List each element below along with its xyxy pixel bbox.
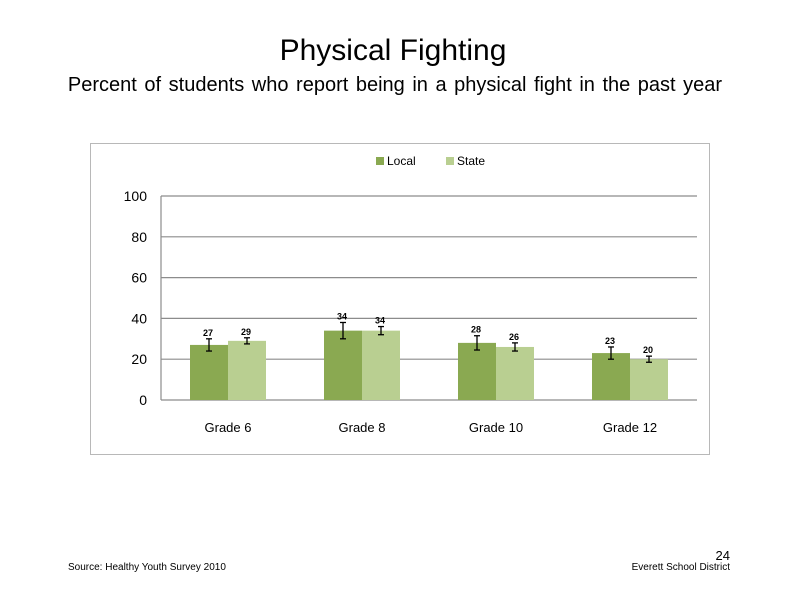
- source-note: Source: Healthy Youth Survey 2010: [68, 562, 226, 573]
- bar: [592, 353, 630, 400]
- bar: [324, 330, 362, 400]
- x-tick-label: Grade 6: [205, 420, 252, 435]
- bar-chart: 0 20 40 60 80 100 27 29 Grade 6 34 34 Grade 8 28 26 Gr…: [124, 154, 697, 435]
- data-label: 20: [643, 345, 653, 355]
- y-tick-label: 20: [131, 351, 147, 367]
- y-tick-label: 0: [139, 392, 147, 408]
- data-label: 26: [509, 332, 519, 342]
- chart-frame: 0 20 40 60 80 100 27 29 Grade 6 34 34 Grade 8 28 26 Gr…: [90, 143, 710, 455]
- bar: [458, 342, 496, 400]
- data-label: 34: [375, 316, 385, 326]
- legend-label: State: [457, 154, 485, 168]
- legend-swatch: [376, 157, 384, 165]
- chart-subtitle: Percent of students who report being in …: [67, 74, 723, 96]
- legend-swatch: [446, 157, 454, 165]
- legend-label: Local: [387, 154, 416, 168]
- x-tick-label: Grade 12: [603, 420, 657, 435]
- bar: [190, 344, 228, 400]
- bar: [496, 346, 534, 400]
- data-label: 23: [605, 336, 615, 346]
- x-tick-label: Grade 8: [339, 420, 386, 435]
- bar: [362, 330, 400, 400]
- data-label: 34: [337, 311, 347, 321]
- data-label: 29: [241, 327, 251, 337]
- y-tick-label: 60: [131, 270, 147, 286]
- bar: [228, 340, 266, 400]
- data-label: 28: [471, 325, 481, 335]
- y-tick-label: 40: [131, 310, 147, 326]
- chart-title: Physical Fighting: [279, 34, 507, 67]
- page-number: 24: [715, 548, 730, 563]
- organization-name: Everett School District: [631, 562, 730, 573]
- y-tick-label: 80: [131, 229, 147, 245]
- bar: [630, 359, 668, 400]
- data-label: 27: [203, 328, 213, 338]
- y-tick-label: 100: [124, 188, 148, 204]
- x-tick-label: Grade 10: [469, 420, 523, 435]
